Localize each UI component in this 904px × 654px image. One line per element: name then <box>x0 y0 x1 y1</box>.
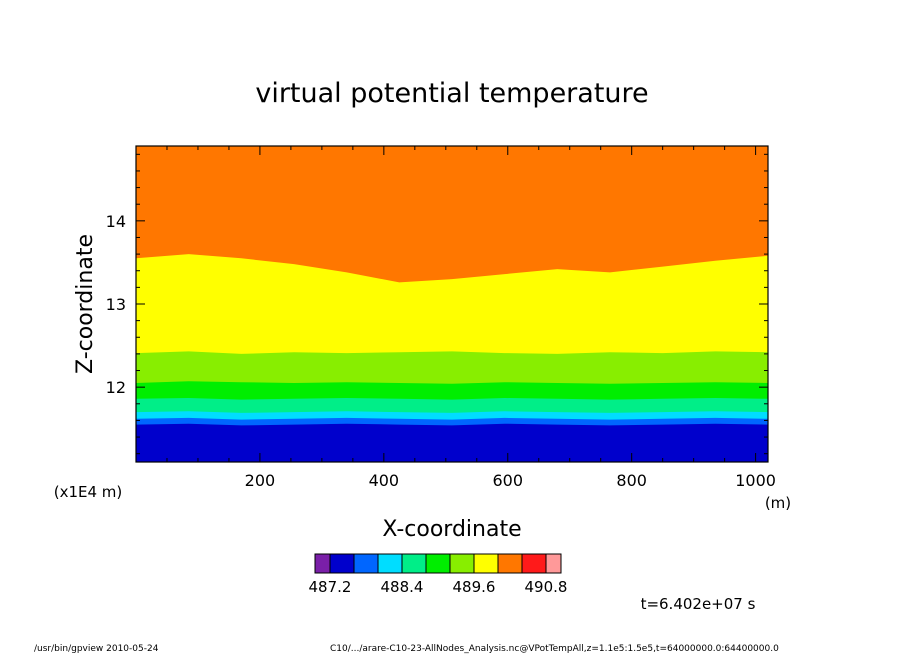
axis-ticks <box>136 146 768 462</box>
x-tick-label: 1000 <box>735 471 776 490</box>
colorbar-label: 490.8 <box>525 578 568 596</box>
x-axis-unit: (m) <box>765 494 791 512</box>
y-axis-label: Z-coordinate <box>73 234 98 374</box>
colorbar-swatch <box>497 553 523 574</box>
chart-title: virtual potential temperature <box>255 78 648 109</box>
y-tick-label: 14 <box>106 212 126 231</box>
colorbar-label: 487.2 <box>309 578 352 596</box>
colorbar-swatch <box>329 553 355 574</box>
colorbar-swatch <box>377 553 403 574</box>
y-axis-unit: (x1E4 m) <box>54 483 123 501</box>
colorbar-label: 489.6 <box>453 578 496 596</box>
time-label: t=6.402e+07 s <box>641 595 756 613</box>
footer-left: /usr/bin/gpview 2010-05-24 <box>34 644 159 654</box>
colorbar-swatch <box>314 553 331 574</box>
colorbar-labels: 487.2 488.4 489.6 490.8 <box>309 578 568 596</box>
colorbar-swatch <box>425 553 451 574</box>
x-tick-label: 800 <box>616 471 647 490</box>
x-axis-label: X-coordinate <box>382 517 521 542</box>
y-tick-labels: 12 13 14 <box>106 212 126 397</box>
footer-right: C10/.../arare-C10-23-AllNodes_Analysis.n… <box>330 644 779 654</box>
colorbar-swatch <box>401 553 427 574</box>
x-tick-label: 200 <box>245 471 276 490</box>
y-tick-label: 13 <box>106 295 126 314</box>
colorbar-swatch <box>449 553 475 574</box>
colorbar-swatch <box>545 553 562 574</box>
x-tick-label: 600 <box>492 471 523 490</box>
contour-band-0 <box>136 423 768 462</box>
x-tick-label: 400 <box>369 471 400 490</box>
x-tick-labels: 200 400 600 800 1000 <box>245 471 776 490</box>
colorbar-swatch <box>521 553 547 574</box>
colorbar-label: 488.4 <box>381 578 424 596</box>
contour-bands <box>136 146 768 462</box>
colorbar-swatch <box>473 553 499 574</box>
y-tick-label: 12 <box>106 378 126 397</box>
colorbar <box>314 553 562 574</box>
colorbar-swatch <box>353 553 379 574</box>
